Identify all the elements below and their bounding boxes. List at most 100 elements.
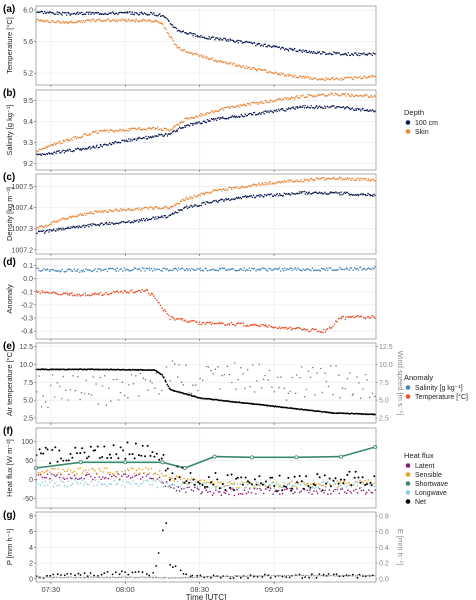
- data-point: [108, 221, 111, 224]
- data-point: [230, 321, 233, 324]
- data-point: [179, 485, 182, 488]
- data-point: [169, 563, 172, 566]
- data-point: [86, 368, 89, 371]
- data-point: [110, 12, 112, 14]
- data-point: [213, 200, 216, 202]
- data-point: [215, 200, 218, 203]
- data-point: [260, 184, 262, 186]
- data-point: [285, 192, 288, 195]
- data-point: [295, 327, 298, 329]
- data-point: [121, 381, 124, 384]
- data-point: [267, 486, 270, 489]
- data-point: [267, 326, 269, 329]
- data-point: [85, 11, 88, 14]
- data-point: [191, 267, 193, 270]
- data-point: [158, 301, 160, 304]
- data-point: [99, 376, 102, 379]
- data-point: [150, 136, 153, 139]
- data-point: [292, 575, 294, 577]
- data-point: [205, 482, 207, 484]
- data-point: [56, 228, 58, 230]
- data-point: [262, 482, 265, 485]
- data-point: [275, 181, 278, 183]
- data-point: [149, 269, 151, 271]
- data-point: [361, 574, 363, 577]
- data-point: [232, 487, 234, 489]
- data-point: [108, 453, 111, 456]
- data-point: [351, 177, 354, 179]
- data-point: [245, 325, 247, 328]
- data-point: [116, 267, 118, 270]
- data-point: [165, 481, 168, 483]
- data-point: [239, 196, 242, 199]
- data-point: [144, 289, 146, 292]
- data-point: [153, 207, 155, 210]
- data-point: [98, 209, 100, 212]
- data-point: [96, 484, 99, 487]
- data-point: [307, 51, 310, 54]
- data-point: [191, 576, 194, 579]
- data-point: [128, 384, 130, 386]
- legend-item-label: Salinity [g kg⁻¹]: [415, 385, 463, 392]
- data-point: [322, 51, 325, 53]
- data-point: [182, 121, 185, 123]
- data-point: [52, 268, 54, 271]
- data-point: [205, 191, 207, 193]
- data-point: [356, 95, 359, 97]
- data-point: [77, 478, 79, 481]
- data-point: [213, 60, 216, 62]
- data-point: [348, 107, 351, 109]
- data-point: [103, 375, 106, 377]
- data-point: [63, 574, 66, 577]
- data-point: [196, 576, 198, 579]
- data-point: [218, 39, 221, 41]
- data-point: [161, 389, 163, 392]
- data-point: [119, 129, 122, 131]
- data-point: [325, 177, 328, 180]
- data-point: [48, 153, 51, 155]
- data-point: [352, 194, 355, 196]
- data-point: [93, 223, 95, 226]
- data-point: [269, 484, 272, 487]
- data-point: [310, 104, 312, 107]
- data-point: [139, 472, 141, 475]
- data-point: [142, 377, 144, 380]
- data-point: [278, 73, 281, 75]
- data-point: [278, 181, 281, 183]
- data-point: [162, 486, 165, 488]
- data-point: [316, 575, 319, 577]
- data-point: [263, 573, 266, 576]
- data-point: [152, 270, 154, 272]
- data-point: [65, 14, 68, 16]
- data-point: [332, 490, 335, 493]
- x-tick-label: 09:00: [265, 585, 284, 594]
- data-point: [83, 392, 86, 395]
- data-point: [257, 69, 259, 71]
- data-point: [114, 576, 117, 579]
- data-point: [69, 149, 71, 151]
- data-point: [249, 455, 254, 460]
- data-point: [131, 576, 133, 578]
- data-point: [364, 479, 366, 482]
- data-point: [76, 293, 78, 295]
- data-point: [298, 327, 300, 329]
- data-point: [336, 51, 338, 54]
- data-point: [144, 13, 147, 15]
- data-point: [310, 177, 313, 180]
- data-point: [362, 268, 365, 270]
- data-point: [247, 491, 250, 493]
- data-point: [320, 331, 323, 333]
- data-point: [135, 375, 137, 377]
- data-point: [91, 212, 93, 214]
- data-point: [304, 269, 306, 272]
- legend-swatch: [405, 472, 411, 477]
- data-point: [117, 13, 119, 16]
- data-point: [150, 11, 153, 14]
- data-point: [292, 76, 294, 79]
- data-point: [289, 194, 292, 196]
- data-point: [200, 323, 202, 326]
- data-point: [77, 147, 80, 150]
- data-point: [294, 455, 299, 460]
- data-point: [286, 407, 289, 409]
- data-point: [126, 20, 128, 23]
